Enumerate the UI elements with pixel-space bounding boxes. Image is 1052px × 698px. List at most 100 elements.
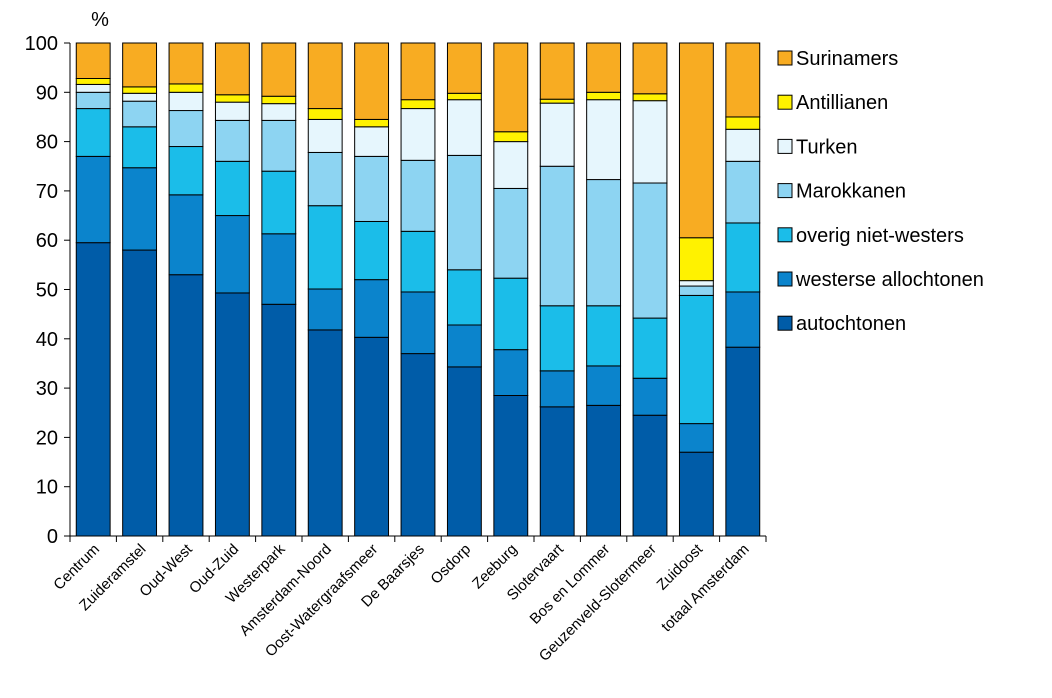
- bar-segment: [725, 346, 761, 537]
- bar-segment: [261, 303, 297, 537]
- legend-swatch: [777, 183, 793, 199]
- bar-segment: [678, 451, 714, 537]
- y-tick-label: 30: [36, 378, 58, 400]
- bar-segment: [354, 42, 390, 120]
- bar-segment: [214, 42, 250, 96]
- bar-segment: [261, 103, 297, 121]
- legend-label: westerse allochtonen: [795, 269, 984, 291]
- axes-layer: [64, 42, 767, 542]
- legend-swatch: [777, 227, 793, 243]
- bar-segment: [354, 126, 390, 157]
- bar-segment: [493, 42, 529, 133]
- y-tick-label: 90: [36, 82, 58, 104]
- legend-label: Marokkanen: [796, 181, 906, 203]
- legend-label: Antillianen: [796, 92, 888, 114]
- bar-segment: [632, 42, 668, 95]
- bar-segment: [446, 324, 482, 368]
- bar-segment: [725, 116, 761, 130]
- bar-segment: [122, 100, 158, 128]
- bar-segment: [168, 146, 204, 196]
- legend-label: Turken: [796, 136, 858, 158]
- bar-segment: [307, 108, 343, 120]
- bar-segment: [261, 170, 297, 235]
- bar-segment: [586, 179, 622, 307]
- bar-segment: [214, 94, 250, 103]
- legend-swatch: [777, 94, 793, 110]
- bar-segment: [400, 99, 436, 110]
- bar-segment: [632, 317, 668, 379]
- y-tick-label: 0: [47, 526, 58, 548]
- bar-segment: [446, 99, 482, 156]
- bar-segment: [214, 215, 250, 294]
- legend-label: overig niet-westers: [796, 225, 964, 247]
- bar-segment: [493, 131, 529, 143]
- legend: Surinamers Antillianen Turken Marokkanen ove…: [777, 48, 984, 335]
- bar-segment: [539, 406, 575, 537]
- bar-segment: [75, 42, 111, 79]
- bar-segment: [75, 78, 111, 85]
- bar-segment: [122, 86, 158, 94]
- bar-segment: [400, 42, 436, 101]
- bar-segment: [400, 159, 436, 232]
- legend-label: Surinamers: [796, 48, 898, 70]
- x-category-label: Osdorp: [427, 541, 474, 588]
- bar-segment: [446, 154, 482, 271]
- legend-label: autochtonen: [796, 313, 906, 335]
- bar-segment: [261, 119, 297, 172]
- bar-segment: [725, 160, 761, 224]
- bar-segment: [400, 230, 436, 293]
- bar-segment: [493, 349, 529, 396]
- bar-segment: [725, 291, 761, 348]
- bar-segment: [122, 42, 158, 88]
- y-tick-label: 50: [36, 280, 58, 302]
- bar-segment: [678, 280, 714, 287]
- bars-layer: [75, 42, 761, 537]
- bar-segment: [400, 108, 436, 161]
- bar-segment: [75, 242, 111, 537]
- bar-segment: [678, 42, 714, 239]
- bar-segment: [632, 93, 668, 102]
- bar-segment: [214, 292, 250, 537]
- bar-segment: [400, 353, 436, 537]
- bar-segment: [214, 119, 250, 162]
- bar-segment: [725, 222, 761, 293]
- bar-segment: [446, 366, 482, 537]
- bar-segment: [168, 274, 204, 537]
- bar-segment: [586, 91, 622, 101]
- bar-segment: [261, 95, 297, 105]
- bar-segment: [539, 102, 575, 167]
- bar-segment: [632, 377, 668, 416]
- y-tick-label: 100: [25, 33, 58, 55]
- bar-segment: [678, 237, 714, 282]
- bar-segment: [539, 98, 575, 104]
- bar-segment: [307, 118, 343, 153]
- bar-segment: [632, 182, 668, 319]
- bar-segment: [214, 160, 250, 217]
- bar-segment: [446, 269, 482, 326]
- bar-segment: [214, 101, 250, 121]
- bar-segment: [122, 126, 158, 169]
- bar-segment: [307, 42, 343, 110]
- bar-segment: [122, 249, 158, 537]
- bar-segment: [75, 108, 111, 157]
- bar-segment: [354, 118, 390, 128]
- bar-segment: [307, 205, 343, 290]
- bar-segment: [586, 305, 622, 367]
- bar-segment: [75, 155, 111, 244]
- bar-segment: [493, 141, 529, 189]
- bar-segment: [678, 294, 714, 425]
- legend-swatch: [777, 50, 793, 66]
- x-category-label: Bos en Lommer: [527, 541, 614, 628]
- bar-segment: [493, 187, 529, 279]
- bar-segment: [632, 100, 668, 184]
- bar-segment: [168, 91, 204, 112]
- bar-segment: [168, 194, 204, 276]
- y-tick-label: 80: [36, 132, 58, 154]
- bar-segment: [168, 83, 204, 93]
- legend-swatch: [777, 138, 793, 154]
- y-tick-label: 70: [36, 181, 58, 203]
- bar-segment: [168, 110, 204, 148]
- bar-segment: [307, 151, 343, 207]
- bar-segment: [75, 83, 111, 93]
